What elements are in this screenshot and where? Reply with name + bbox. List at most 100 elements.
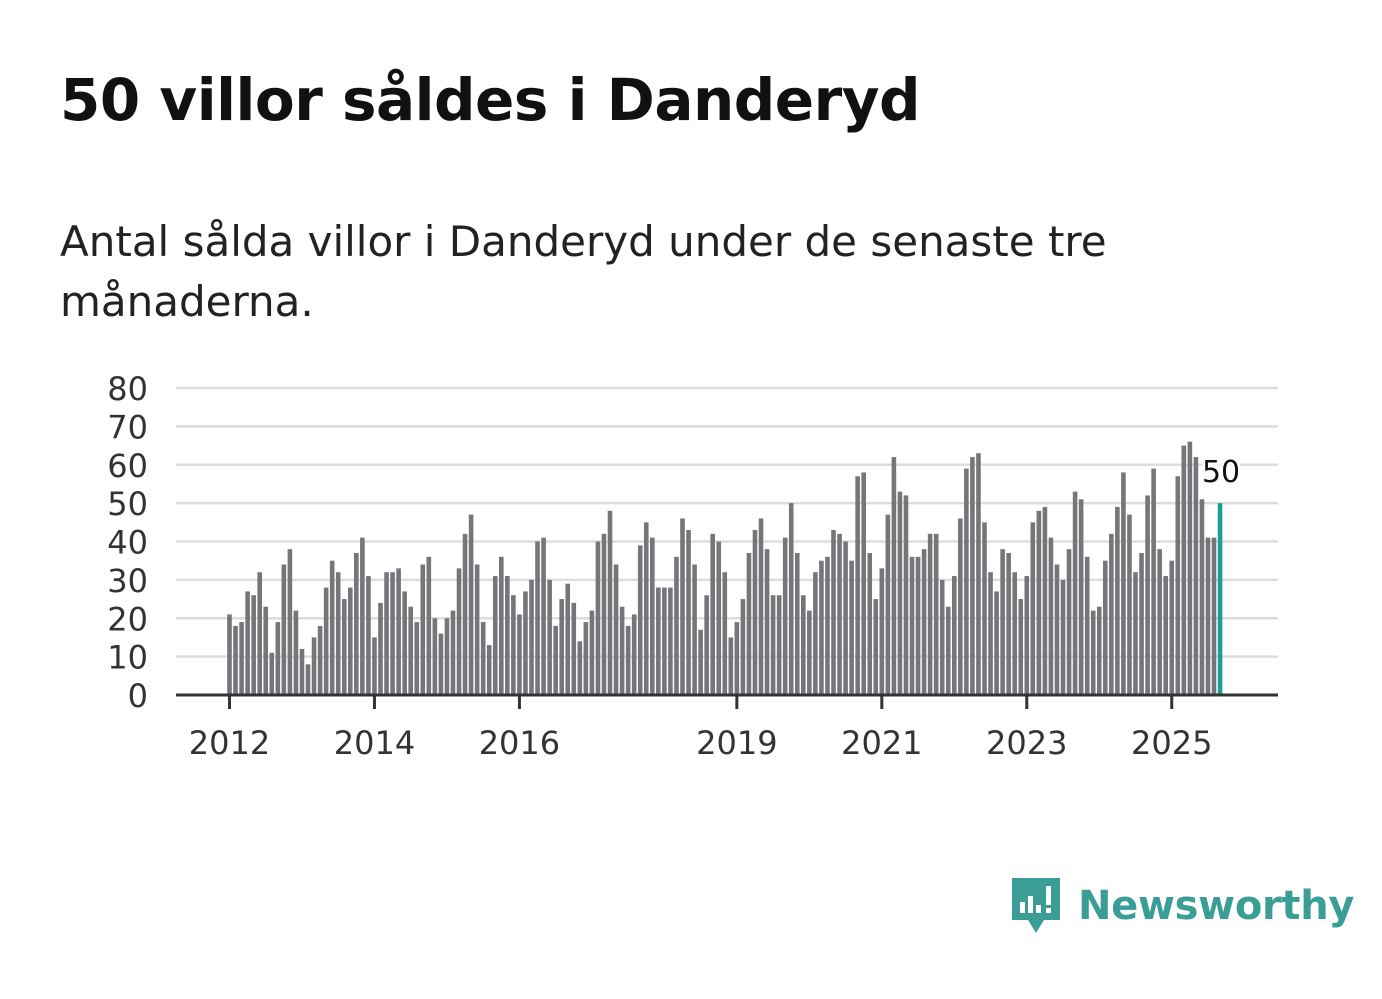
bar	[414, 622, 420, 695]
bar	[535, 541, 540, 695]
bar	[891, 457, 897, 695]
bar	[1072, 491, 1078, 695]
bar	[1012, 572, 1017, 695]
bar	[408, 606, 413, 695]
bar	[686, 529, 691, 695]
bar	[837, 533, 842, 695]
bar	[565, 583, 571, 695]
x-tick-label: 2012	[189, 724, 270, 762]
y-tick-label: 60	[107, 447, 148, 485]
chart-title: 50 villor såldes i Danderyd	[60, 66, 921, 134]
bar	[994, 591, 999, 695]
bar	[1115, 506, 1120, 695]
bar	[1151, 468, 1156, 695]
bar	[426, 556, 432, 695]
bar	[607, 510, 613, 695]
bar	[909, 556, 915, 695]
bar	[1199, 499, 1205, 695]
bar	[734, 622, 740, 695]
bar	[1078, 499, 1084, 695]
bar	[945, 606, 951, 695]
newsworthy-logo-icon	[1012, 878, 1060, 933]
bar	[668, 587, 673, 695]
bar	[317, 625, 323, 695]
bar	[1096, 606, 1102, 695]
bar	[698, 629, 703, 695]
bar	[849, 560, 854, 695]
bar	[770, 595, 776, 695]
brand-name: Newsworthy	[1078, 883, 1355, 929]
bar	[311, 637, 317, 695]
bar	[335, 572, 341, 695]
bar	[861, 472, 866, 695]
bar	[801, 595, 806, 695]
bar	[1060, 579, 1066, 696]
y-tick-label: 10	[107, 639, 148, 677]
y-tick-label: 0	[128, 677, 148, 715]
bar	[813, 572, 818, 695]
bar	[547, 579, 552, 696]
bar	[595, 541, 601, 695]
bar	[722, 572, 728, 695]
bar	[559, 599, 564, 695]
bar	[438, 633, 444, 695]
bar	[1048, 537, 1054, 695]
x-tick-label: 2023	[986, 724, 1067, 762]
bar	[746, 553, 752, 695]
bar	[420, 564, 426, 695]
bar	[625, 625, 631, 695]
bar	[879, 568, 885, 695]
bar	[970, 457, 975, 695]
bar	[402, 591, 407, 695]
bar	[1066, 549, 1072, 695]
bar	[855, 476, 860, 695]
bar	[263, 606, 269, 695]
bar	[1006, 553, 1011, 695]
bar	[674, 556, 679, 695]
bar	[1018, 599, 1024, 695]
x-tick-label: 2021	[841, 724, 922, 762]
bar	[474, 564, 480, 695]
bar	[1187, 441, 1193, 695]
y-tick-label: 20	[107, 600, 148, 638]
bar	[807, 610, 812, 695]
x-tick-label: 2025	[1131, 724, 1212, 762]
bar	[432, 618, 438, 695]
y-tick-label: 80	[107, 370, 148, 408]
bar	[650, 537, 655, 695]
bars	[227, 441, 1223, 696]
bar	[1157, 549, 1162, 695]
bar	[976, 453, 981, 695]
bar	[541, 537, 546, 695]
bar	[776, 595, 782, 695]
bar	[281, 564, 287, 695]
bar	[348, 587, 353, 695]
bar	[372, 637, 377, 695]
bar	[1030, 522, 1036, 695]
bar	[378, 602, 383, 695]
bar	[529, 579, 534, 696]
bar	[782, 537, 788, 695]
bar	[1193, 457, 1199, 695]
bar	[1133, 572, 1138, 695]
bar	[752, 529, 758, 695]
bar	[631, 614, 637, 695]
bar	[692, 564, 697, 695]
bar	[982, 522, 987, 695]
bar	[1211, 537, 1217, 695]
bar	[788, 503, 794, 696]
x-tick-label: 2014	[334, 724, 415, 762]
bar	[1109, 533, 1114, 695]
chart-subtitle: Antal sålda villor i Danderyd under de s…	[60, 217, 1107, 326]
bar	[601, 533, 607, 695]
bar	[716, 541, 722, 695]
bar	[988, 572, 993, 695]
bar	[523, 591, 528, 695]
bar	[656, 587, 661, 695]
bar	[885, 514, 891, 695]
bar	[831, 529, 836, 695]
bar	[1139, 553, 1144, 695]
y-tick-label: 70	[107, 408, 148, 446]
